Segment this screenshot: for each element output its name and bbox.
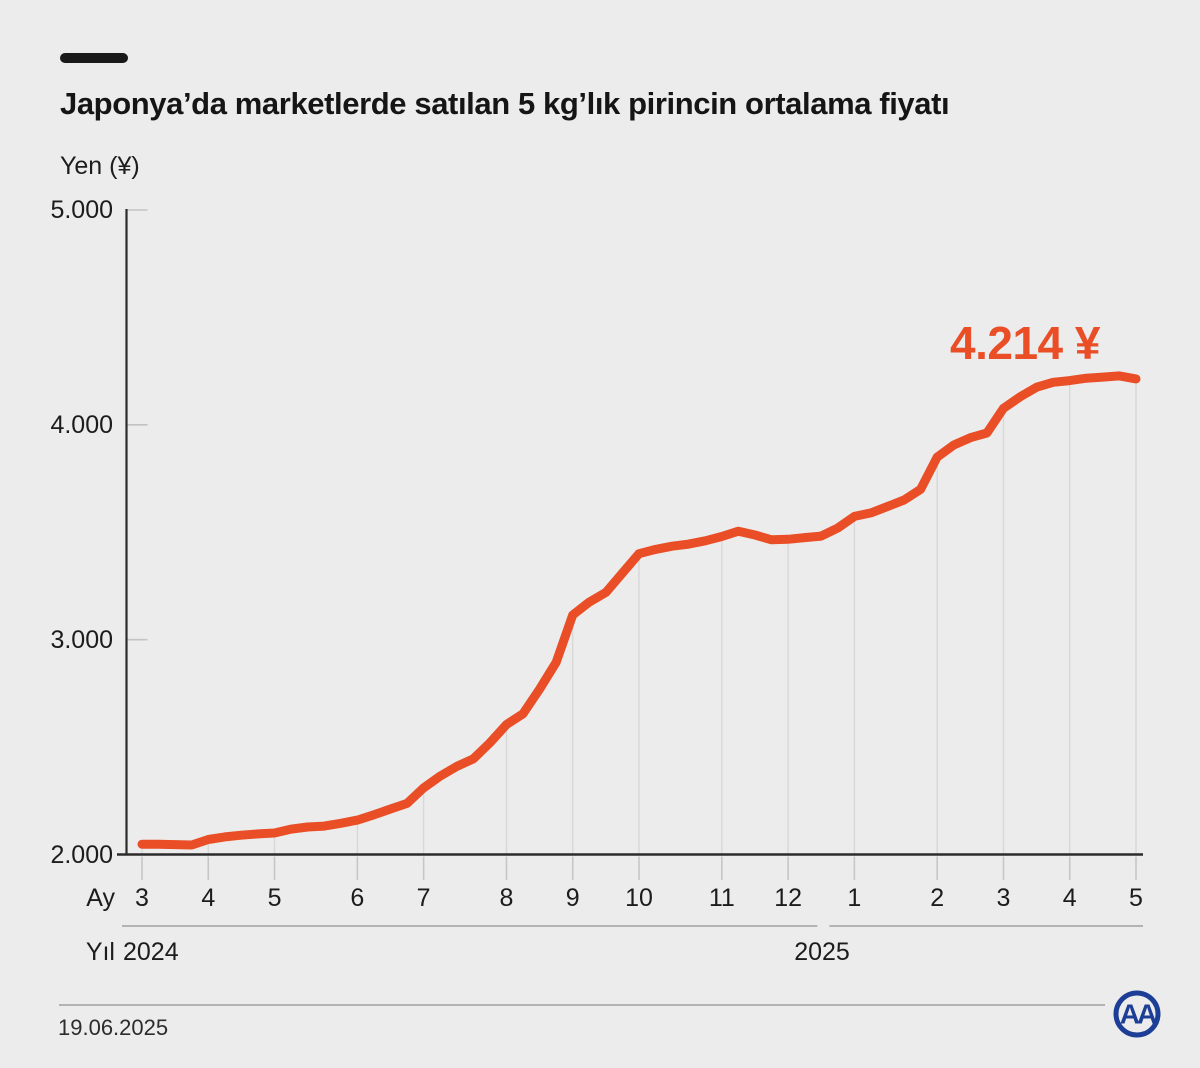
aa-agency-logo: AA — [1113, 990, 1161, 1038]
x-tick-label-month-1: 1 — [847, 884, 862, 912]
y-tick-label-3.000: 3.000 — [50, 625, 113, 654]
footer-divider — [59, 1004, 1105, 1006]
latest-price-annotation: 4.214 ¥ — [950, 317, 1100, 369]
month-row-label: Ay — [86, 884, 115, 912]
x-tick-label-month-6: 6 — [350, 884, 365, 912]
publish-date: 19.06.2025 — [58, 1015, 169, 1040]
year-label-2025: 2025 — [794, 938, 850, 966]
y-tick-label-5.000: 5.000 — [50, 196, 113, 224]
x-tick-label-month-5: 5 — [267, 884, 282, 912]
y-axis-unit-label: Yen (¥) — [60, 152, 140, 180]
x-tick-label-month-10: 10 — [625, 884, 653, 912]
svg-text:AA: AA — [1120, 999, 1157, 1030]
year-row-label: Yıl — [85, 938, 115, 966]
page-title: Japonya’da marketlerde satılan 5 kg’lık … — [60, 86, 950, 121]
x-tick-label-month-8: 8 — [499, 884, 514, 912]
x-tick-label-month-11: 11 — [708, 884, 735, 912]
x-tick-label-month-3: 3 — [135, 884, 149, 912]
x-tick-label-month-7: 7 — [416, 884, 431, 912]
x-tick-label-month-3: 3 — [996, 884, 1011, 912]
x-tick-label-month-4: 4 — [1062, 884, 1077, 912]
year-label-2024: 2024 — [123, 938, 179, 966]
y-tick-label-2.000: 2.000 — [50, 840, 113, 869]
x-tick-label-month-4: 4 — [201, 884, 216, 912]
x-tick-label-month-12: 12 — [774, 884, 802, 912]
accent-dash — [60, 53, 128, 63]
x-tick-label-month-2: 2 — [930, 884, 945, 912]
x-tick-label-month-5: 5 — [1129, 884, 1143, 912]
x-tick-label-month-9: 9 — [565, 884, 580, 912]
price-line — [137, 371, 1141, 850]
y-tick-label-4.000: 4.000 — [50, 410, 113, 439]
